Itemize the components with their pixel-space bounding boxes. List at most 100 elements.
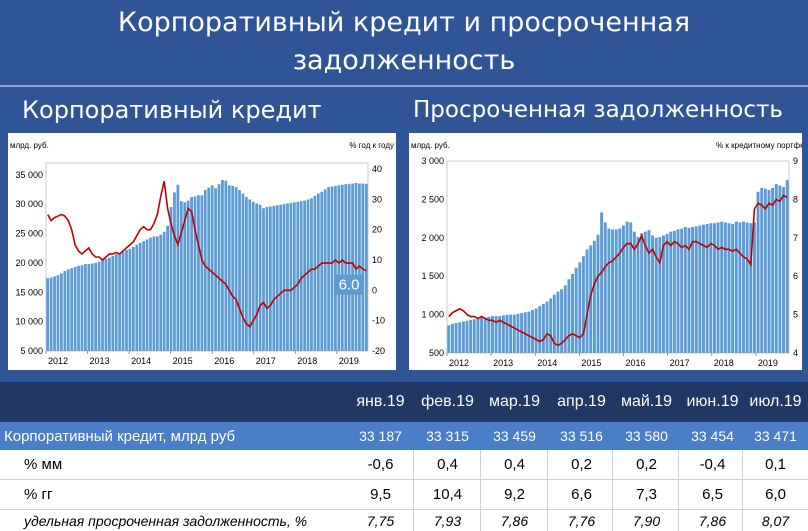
bar (289, 202, 293, 351)
bar (49, 277, 53, 351)
table-cell: 6,6 (571, 486, 592, 503)
right-axis-tick-label: 4 (793, 348, 798, 358)
bar (549, 298, 553, 353)
bar (320, 191, 324, 351)
table-header-row: янв.19 фев.19 мар.19 апр.19 май.19 июн.1… (0, 382, 808, 422)
bar (545, 301, 549, 353)
bar (651, 235, 655, 353)
bar (723, 222, 727, 353)
bar (340, 184, 344, 351)
table-cell: 33 187 (359, 428, 402, 444)
bar (636, 237, 640, 353)
bar (763, 188, 767, 353)
bar (578, 262, 582, 353)
table-cell: 33 315 (426, 428, 469, 444)
bar (262, 208, 265, 351)
bar (767, 190, 771, 353)
right-axis-tick-label: 10 (372, 255, 382, 265)
bar (665, 233, 669, 353)
table-cell: 8,07 (761, 512, 790, 529)
corporate-credit-title: Корпоративный кредит (22, 96, 322, 124)
bar (480, 317, 484, 353)
bar (658, 237, 662, 353)
bar (238, 190, 241, 351)
bar (56, 275, 60, 351)
bar (169, 207, 173, 351)
bar (316, 193, 320, 351)
bar (179, 201, 183, 351)
column-divider (678, 450, 679, 531)
bar (299, 201, 303, 351)
bar (683, 227, 687, 353)
bar (494, 316, 498, 353)
x-axis-tick-label: 2012 (449, 358, 469, 368)
table-cell: 7,3 (636, 486, 657, 503)
bar (217, 184, 221, 351)
row-label: удельная просроченная задолженность, % (24, 512, 308, 529)
bar (94, 262, 98, 352)
bar (269, 206, 272, 351)
right-axis-tick-label: 40 (372, 164, 382, 174)
left-axis-unit-label: млрд. руб. (411, 141, 450, 150)
table-cell: 9,2 (504, 486, 525, 503)
table-row-corporate-credit: Корпоративный кредит, млрд руб 33 187 33… (0, 422, 808, 450)
value-callout-box (334, 274, 364, 295)
bar (241, 193, 245, 351)
right-axis-tick-label: 8 (793, 194, 798, 204)
bar (286, 203, 289, 351)
table-cell: 33 580 (625, 428, 668, 444)
bar (197, 195, 200, 351)
bar (509, 314, 513, 353)
bar (149, 237, 152, 351)
bar (574, 267, 578, 353)
bar (183, 202, 187, 351)
page-title: Корпоративный кредит и просроченная задо… (0, 4, 808, 82)
bar (138, 242, 142, 351)
bar (323, 189, 327, 351)
month-header: июн.19 (686, 393, 739, 410)
bar (487, 316, 491, 353)
bar (193, 196, 197, 351)
x-axis-tick-label: 2016 (214, 356, 234, 366)
left-axis-tick-label: 2 500 (421, 194, 444, 204)
bar (749, 223, 753, 353)
table-row-mom: % мм -0,6 0,4 0,4 0,2 0,2 -0,4 0,1 (0, 450, 808, 480)
bar (534, 308, 538, 353)
right-axis-tick-label: 6 (793, 271, 798, 281)
bar (734, 221, 738, 353)
bar (125, 249, 128, 351)
bar (465, 320, 469, 353)
table-cell: 9,5 (370, 486, 391, 503)
plot-frame (45, 162, 369, 352)
bar (520, 313, 524, 353)
bar (541, 303, 545, 353)
page-title-line-1: Корпоративный кредит и просроченная (117, 7, 691, 38)
bar (364, 183, 368, 351)
bar (111, 255, 115, 351)
bar (337, 185, 341, 351)
bar (101, 259, 104, 351)
bar (672, 230, 676, 353)
bar (640, 233, 644, 353)
bar (159, 234, 163, 351)
bar (691, 227, 695, 353)
bar (556, 291, 560, 353)
table-cell: 7,93 (433, 512, 462, 529)
column-divider (612, 450, 613, 531)
bar (118, 252, 122, 351)
bar (70, 268, 74, 351)
bar (128, 248, 132, 351)
table-cell: 6,0 (765, 486, 786, 503)
bar (774, 184, 778, 353)
bar (771, 187, 775, 353)
bar (483, 317, 487, 353)
bar (361, 183, 365, 351)
bar (327, 187, 330, 351)
bar (162, 231, 166, 351)
left-axis-tick-label: 1 000 (421, 310, 444, 320)
month-header: фев.19 (421, 393, 474, 410)
overdue-debt-title: Просроченная задолженность (413, 97, 783, 123)
bar (90, 263, 94, 351)
bar (224, 180, 228, 352)
bar (145, 239, 149, 352)
